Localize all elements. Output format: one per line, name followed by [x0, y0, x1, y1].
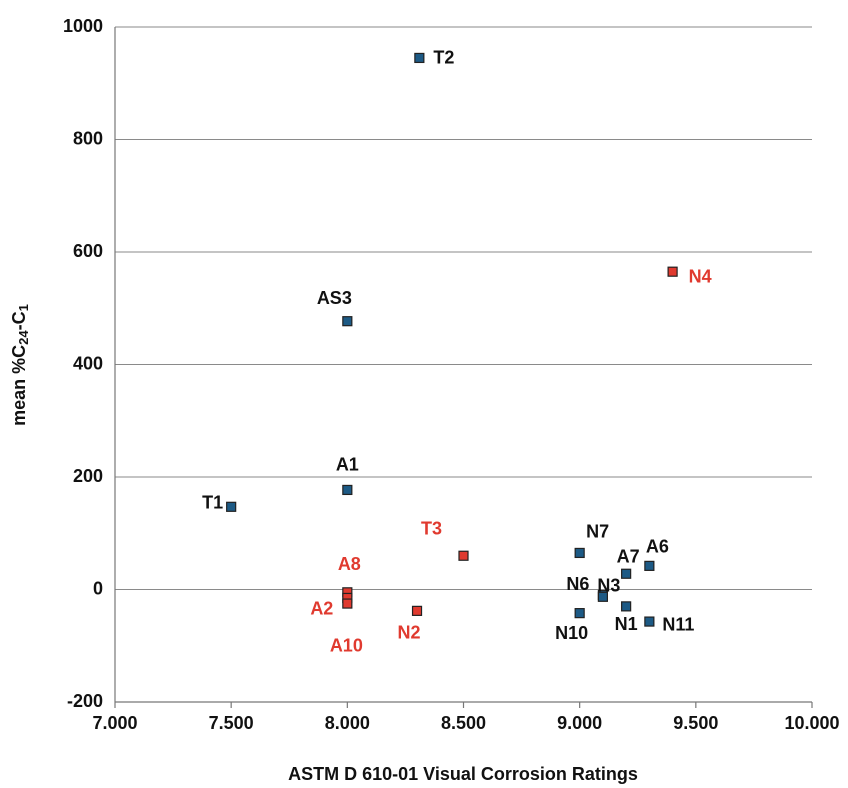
marker [342, 484, 353, 496]
marker [621, 601, 632, 612]
marker [411, 605, 423, 616]
x-tick-label: 7.500 [209, 713, 254, 733]
y-label-part: mean %C [9, 345, 29, 426]
point-label: T2 [433, 48, 454, 68]
marker [458, 550, 469, 561]
point-label: N1 [615, 614, 638, 634]
point-label: T3 [421, 519, 442, 539]
y-tick-label: 400 [73, 353, 103, 373]
marker [667, 266, 678, 277]
y-axis-label: mean %C24-C1 [9, 304, 32, 426]
x-tick-label: 8.500 [441, 713, 486, 733]
y-tick-label: 0 [93, 578, 103, 598]
point-label: N11 [662, 614, 694, 634]
point-label: N4 [689, 266, 712, 286]
marker [574, 547, 585, 559]
x-axis-label: ASTM D 610-01 Visual Corrosion Ratings [288, 764, 638, 784]
point-label: N3 [597, 576, 620, 596]
y-tick-label: 200 [73, 466, 103, 486]
marker [414, 52, 425, 64]
x-tick-label: 9.000 [557, 713, 602, 733]
point-label: A1 [336, 455, 359, 475]
point-label: N2 [398, 623, 421, 643]
point-label: N7 [586, 522, 609, 542]
point-label: AS3 [317, 288, 352, 308]
y-tick-label: 1000 [63, 16, 103, 36]
point-label: A8 [338, 554, 361, 574]
marker [621, 568, 632, 579]
point-label: A2 [310, 599, 333, 619]
y-label-part: -C [9, 311, 29, 330]
y-tick-label: -200 [67, 691, 103, 711]
y-label-sub: 1 [16, 304, 31, 311]
marker [597, 591, 609, 602]
marker [342, 598, 353, 609]
point-label: N6 [566, 574, 589, 594]
point-label: A7 [617, 547, 640, 567]
marker [644, 616, 655, 627]
marker [644, 560, 655, 571]
x-tick-label: 7.000 [92, 713, 137, 733]
point-label: A6 [646, 537, 669, 557]
marker [574, 608, 585, 619]
point-label: T1 [202, 493, 223, 513]
marker [226, 501, 237, 512]
y-tick-label: 800 [73, 128, 103, 148]
x-tick-label: 8.000 [325, 713, 370, 733]
marker [342, 316, 353, 327]
y-tick-label: 600 [73, 241, 103, 261]
x-tick-label: 10.000 [784, 713, 839, 733]
x-tick-label: 9.500 [673, 713, 718, 733]
point-label: N10 [555, 623, 588, 643]
y-label-sub: 24 [16, 330, 31, 345]
point-label: A10 [330, 635, 363, 655]
